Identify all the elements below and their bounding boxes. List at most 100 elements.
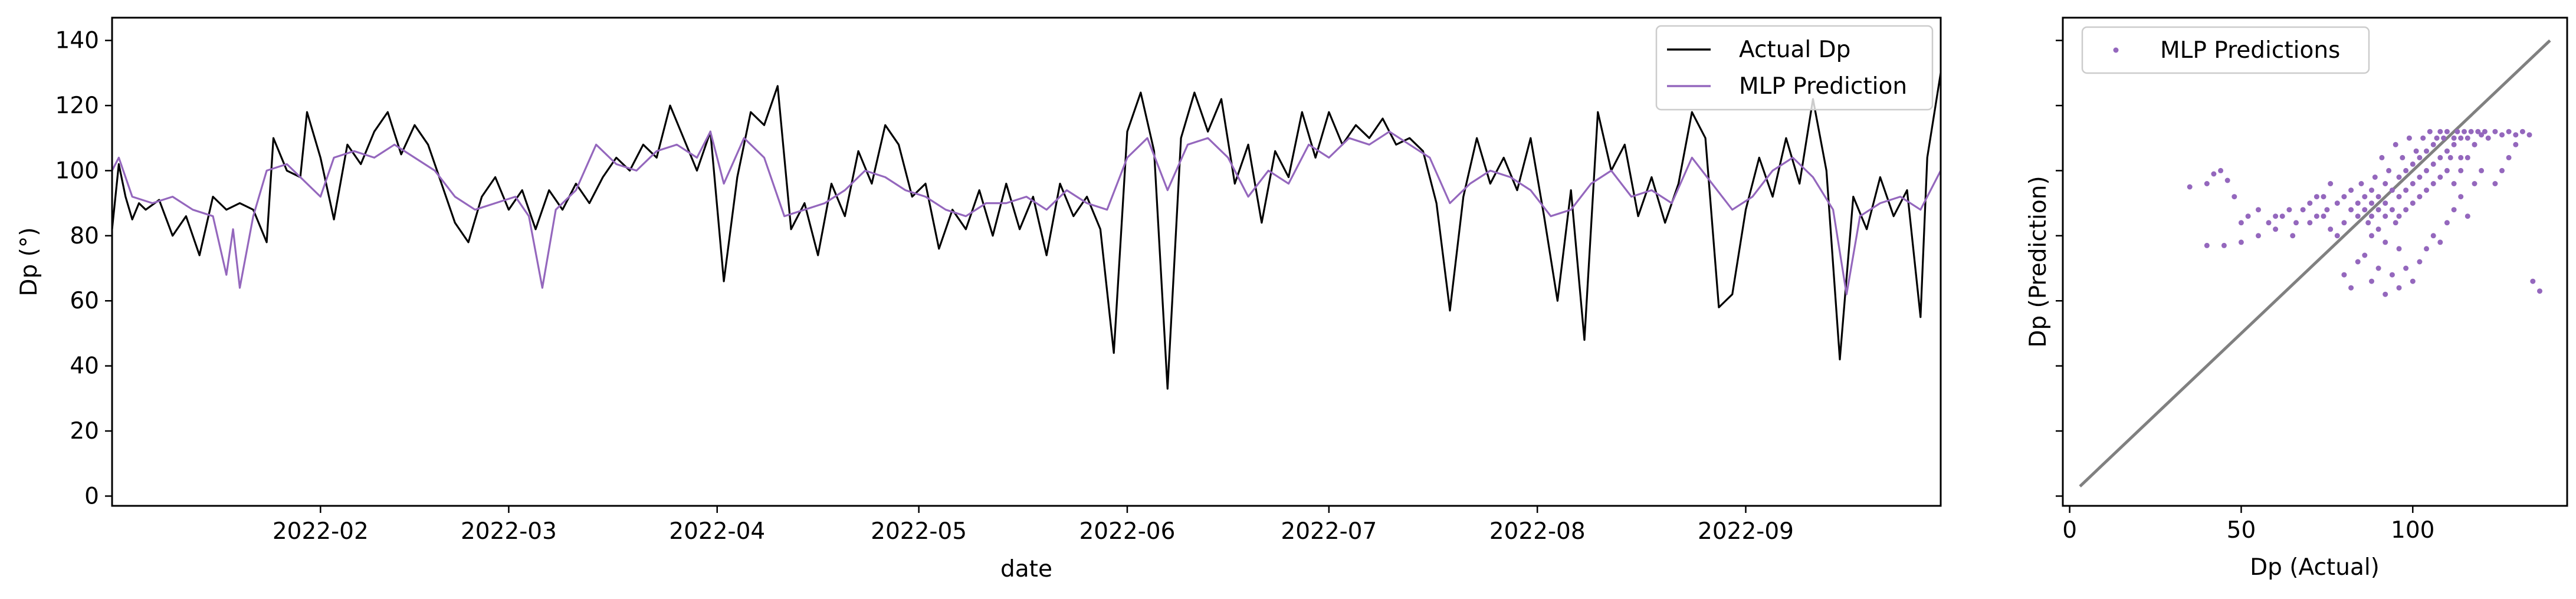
scatter-point xyxy=(2314,213,2319,219)
y-tick-label: 0 xyxy=(84,483,99,509)
scatter-point xyxy=(2417,194,2423,200)
scatter-point xyxy=(2348,207,2354,213)
scatter-point xyxy=(2393,220,2398,226)
scatter-point xyxy=(2218,167,2224,173)
scatter-point xyxy=(2465,213,2470,219)
scatter-point xyxy=(2375,207,2381,213)
scatter-point xyxy=(2513,141,2519,147)
scatter-point xyxy=(2396,246,2402,252)
scatter-point xyxy=(2441,135,2447,141)
legend-label-mlp-predictions: MLP Predictions xyxy=(2160,37,2340,64)
scatter-point xyxy=(2383,239,2388,245)
scatter-point xyxy=(2362,207,2368,213)
scatter-point xyxy=(2324,207,2330,213)
scatter-point xyxy=(2369,213,2374,219)
scatter-point xyxy=(2458,194,2464,200)
scatter-point xyxy=(2410,200,2416,206)
scatter-point xyxy=(2451,135,2457,141)
scatter-point xyxy=(2273,226,2279,232)
x-tick-label: 2022-07 xyxy=(1281,518,1377,545)
scatter-point xyxy=(2204,181,2210,186)
scatter-point xyxy=(2437,239,2443,245)
scatter-point xyxy=(2434,135,2440,141)
scatter-point xyxy=(2300,207,2306,213)
scatter-point xyxy=(2447,154,2453,160)
scatter-point xyxy=(2379,154,2385,160)
scatter-point xyxy=(2266,220,2272,226)
time-series-plot-area xyxy=(111,73,1942,390)
y-tick-label: 100 xyxy=(55,157,99,184)
scatter-point xyxy=(2537,288,2542,294)
scatter-point xyxy=(2369,233,2374,239)
scatter-point xyxy=(2383,291,2388,297)
scatter-point xyxy=(2321,194,2326,200)
scatter-point xyxy=(2417,259,2423,265)
scatter-point xyxy=(2410,161,2416,167)
scatter-point xyxy=(2437,129,2443,134)
scatter-point xyxy=(2424,148,2429,154)
scatter-point xyxy=(2314,194,2319,200)
scatter-point xyxy=(2396,175,2402,180)
scatter-y-axis-label: Dp (Prediction) xyxy=(2025,176,2052,347)
scatter-point xyxy=(2451,141,2457,147)
scatter-plot-area xyxy=(2079,39,2551,488)
scatter-point xyxy=(2513,132,2519,138)
scatter-point xyxy=(2369,200,2374,206)
series-line-actual-dp xyxy=(111,73,1942,390)
scatter-point xyxy=(2403,167,2409,173)
scatter-point xyxy=(2372,175,2378,180)
x-tick-label: 2022-06 xyxy=(1079,518,1175,545)
scatter-point xyxy=(2307,200,2313,206)
scatter-point xyxy=(2293,220,2299,226)
scatter-point xyxy=(2437,154,2443,160)
y-tick-label: 40 xyxy=(70,353,99,380)
scatter-point xyxy=(2530,278,2536,284)
scatter-legend: MLP Predictions xyxy=(2081,26,2370,74)
scatter-point xyxy=(2410,278,2416,284)
scatter-legend-box xyxy=(2081,26,2370,74)
scatter-point xyxy=(2375,194,2381,200)
scatter-point xyxy=(2468,129,2474,134)
scatter-point xyxy=(2341,194,2347,200)
scatter-point xyxy=(2444,148,2450,154)
scatter-y-ticks xyxy=(2056,40,2063,497)
time-series-legend: Actual Dp MLP Prediction xyxy=(1655,25,1934,111)
scatter-point xyxy=(2430,181,2436,186)
scatter-point xyxy=(2273,213,2279,219)
scatter-point xyxy=(2355,259,2361,265)
scatter-point xyxy=(2465,135,2470,141)
scatter-point xyxy=(2417,154,2423,160)
scatter-point xyxy=(2221,242,2227,248)
scatter-point xyxy=(2389,187,2395,193)
y-tick-label: 20 xyxy=(70,418,99,445)
scatter-point xyxy=(2479,132,2485,138)
scatter-point xyxy=(2427,129,2433,134)
x-tick-label: 2022-05 xyxy=(871,518,967,545)
x-tick-label: 100 xyxy=(2391,517,2434,544)
y-tick-label: 80 xyxy=(70,223,99,249)
legend-label-mlp-prediction: MLP Prediction xyxy=(1739,73,1907,100)
scatter-point xyxy=(2383,200,2388,206)
scatter-point xyxy=(2430,233,2436,239)
scatter-point xyxy=(2383,181,2388,186)
scatter-point xyxy=(2389,272,2395,278)
scatter-point xyxy=(2187,184,2193,190)
time-series-axes-frame xyxy=(111,17,1942,507)
y-tick-label: 140 xyxy=(55,28,99,54)
scatter-point xyxy=(2403,187,2409,193)
scatter-point xyxy=(2424,167,2429,173)
scatter-point xyxy=(2328,181,2334,186)
scatter-point xyxy=(2355,200,2361,206)
x-tick-label: 2022-02 xyxy=(273,518,369,545)
legend-label-actual-dp: Actual Dp xyxy=(1739,37,1850,63)
scatter-point xyxy=(2458,167,2464,173)
series-line-mlp-prediction xyxy=(111,130,1942,295)
scatter-point xyxy=(2375,265,2381,271)
scatter-point xyxy=(2389,207,2395,213)
scatter-point xyxy=(2375,226,2381,232)
scatter-point xyxy=(2396,213,2402,219)
scatter-point xyxy=(2444,129,2450,134)
scatter-point xyxy=(2211,171,2217,177)
scatter-point xyxy=(2348,285,2354,291)
x-tick-label: 2022-04 xyxy=(669,518,765,545)
